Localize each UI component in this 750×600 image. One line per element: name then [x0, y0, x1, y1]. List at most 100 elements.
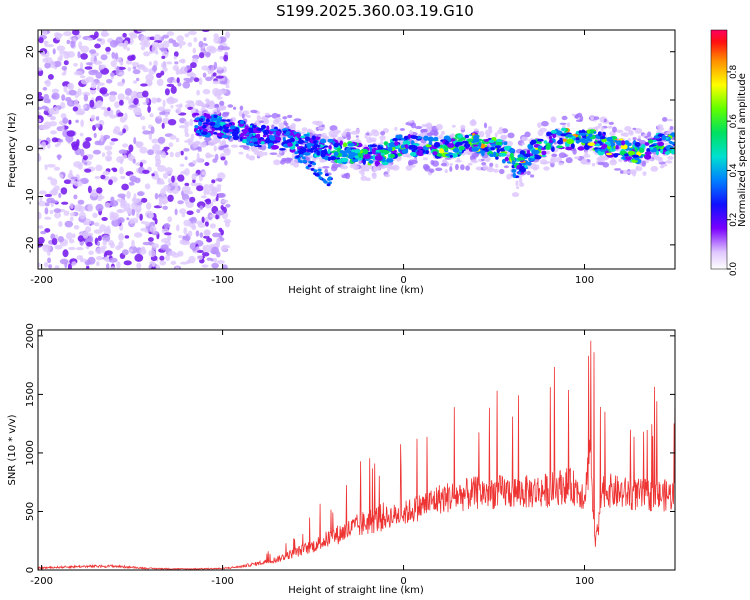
heatmap-cell — [325, 157, 329, 161]
heatmap-cell — [360, 171, 365, 177]
heatmap-cell — [613, 168, 622, 171]
heatmap-cell — [380, 131, 386, 136]
heatmap-cell — [212, 87, 220, 96]
heatmap-cell — [62, 117, 69, 124]
heatmap-cell — [48, 264, 53, 269]
heatmap-cell — [212, 72, 217, 77]
heatmap-cell — [151, 173, 155, 177]
heatmap-cell — [311, 135, 316, 140]
heatmap-cell — [164, 108, 172, 113]
heatmap-cell — [548, 135, 553, 140]
bottom-ytick-label: 0 — [25, 567, 36, 573]
heatmap-cell — [329, 156, 337, 161]
heatmap-cell — [218, 117, 222, 121]
heatmap-cell — [220, 205, 224, 210]
heatmap-cell — [95, 247, 104, 254]
heatmap-cell — [155, 264, 161, 269]
heatmap-cell — [241, 113, 245, 119]
heatmap-cell — [238, 151, 244, 155]
heatmap-cell — [76, 255, 83, 260]
heatmap-cell — [61, 124, 65, 132]
heatmap-cell — [97, 197, 102, 202]
heatmap-cell — [51, 238, 58, 246]
heatmap-cell — [186, 210, 194, 216]
heatmap-cell — [73, 62, 78, 67]
heatmap-cell — [61, 94, 66, 101]
heatmap-cell — [116, 65, 120, 74]
heatmap-cell — [119, 99, 124, 106]
heatmap-cell — [185, 100, 194, 104]
heatmap-cell — [196, 255, 203, 261]
heatmap-cell — [488, 139, 495, 143]
heatmap-cell — [55, 33, 64, 37]
heatmap-cell — [192, 247, 197, 252]
heatmap-cell — [114, 101, 121, 109]
heatmap-cell — [478, 142, 482, 148]
heatmap-cell — [607, 141, 611, 147]
heatmap-cell — [638, 147, 645, 153]
heatmap-cell — [405, 144, 409, 149]
heatmap-cell — [664, 160, 673, 164]
heatmap-cell — [379, 135, 386, 141]
heatmap-cell — [106, 150, 113, 156]
heatmap-cell — [128, 248, 134, 253]
heatmap-cell — [543, 166, 550, 171]
heatmap-cell — [467, 162, 473, 166]
heatmap-cell — [256, 114, 261, 121]
heatmap-cell — [473, 135, 480, 140]
heatmap-cell — [249, 142, 254, 147]
heatmap-cell — [89, 99, 95, 108]
heatmap-cell — [467, 138, 474, 142]
heatmap-cell — [93, 222, 100, 227]
heatmap-cell — [619, 170, 624, 174]
heatmap-cell — [195, 109, 199, 114]
heatmap-cell — [184, 198, 189, 205]
heatmap-cell — [212, 80, 220, 85]
heatmap-cell — [331, 163, 339, 169]
heatmap-cell — [87, 203, 94, 212]
heatmap-cell — [131, 201, 138, 210]
heatmap-cell — [167, 194, 174, 202]
heatmap-cell — [551, 146, 555, 152]
heatmap-cell — [212, 199, 217, 203]
bottom-ytick-label: 500 — [25, 502, 36, 521]
heatmap-cell — [342, 165, 348, 170]
heatmap-cell — [66, 39, 71, 45]
heatmap-cell — [271, 112, 279, 119]
heatmap-cell — [174, 151, 181, 158]
heatmap-cell — [163, 184, 172, 191]
heatmap-cell — [182, 81, 191, 89]
heatmap-cell — [177, 82, 182, 87]
heatmap-cell — [512, 172, 517, 178]
heatmap-cell — [392, 137, 398, 142]
heatmap-cell — [284, 157, 292, 164]
heatmap-cell — [92, 212, 98, 218]
heatmap-cell — [318, 171, 323, 175]
heatmap-cell — [195, 130, 201, 134]
heatmap-cell — [369, 137, 377, 142]
heatmap-cell — [62, 249, 69, 258]
heatmap-cell — [345, 128, 351, 132]
heatmap-cell — [105, 225, 111, 234]
heatmap-cell — [322, 166, 330, 169]
heatmap-cell — [409, 164, 416, 168]
heatmap-cell — [167, 77, 174, 84]
heatmap-cell — [241, 138, 247, 144]
heatmap-cell — [224, 147, 230, 153]
heatmap-cell — [471, 133, 476, 136]
heatmap-cell — [130, 90, 139, 99]
heatmap-cell — [384, 174, 391, 178]
heatmap-cell — [295, 143, 299, 147]
heatmap-cell — [63, 85, 68, 93]
heatmap-cell — [212, 158, 218, 164]
heatmap-cell — [205, 154, 215, 158]
heatmap-cell — [333, 142, 339, 148]
heatmap-cell — [198, 77, 203, 86]
heatmap-cell — [168, 142, 174, 148]
heatmap-cell — [38, 211, 42, 220]
heatmap-cell — [574, 156, 580, 160]
heatmap-cell — [179, 163, 185, 167]
heatmap-cell — [148, 237, 154, 242]
heatmap-cell — [152, 65, 158, 72]
